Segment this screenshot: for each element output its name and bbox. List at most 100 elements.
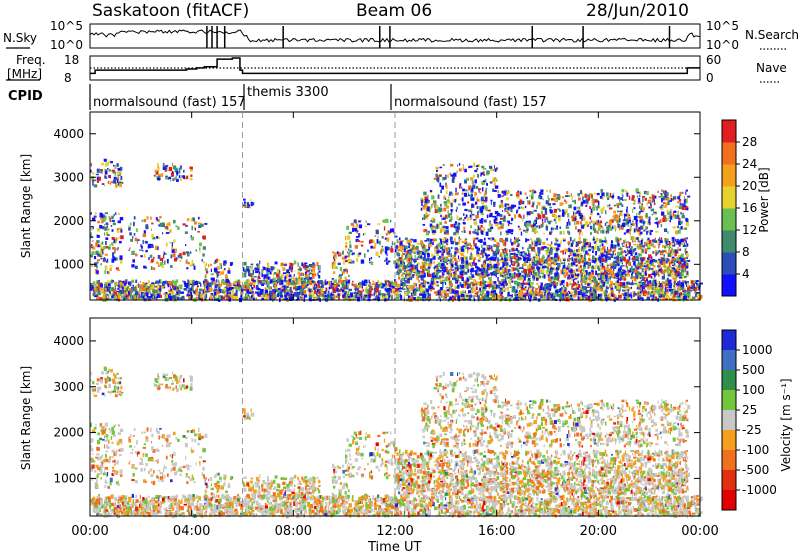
power-cell xyxy=(320,284,324,288)
power-cell xyxy=(91,176,94,180)
freq-unit-label: [MHz] xyxy=(7,67,42,81)
power-cell xyxy=(675,282,678,286)
power-cell xyxy=(224,292,227,296)
power-cell xyxy=(176,171,179,175)
power-cell xyxy=(507,280,512,284)
power-cell xyxy=(204,297,207,300)
power-cell xyxy=(673,295,675,299)
power-cell xyxy=(540,294,543,299)
power-cell xyxy=(680,282,685,287)
power-cell xyxy=(108,169,110,172)
power-cell xyxy=(246,286,248,291)
power-cell xyxy=(473,278,476,284)
power-cell xyxy=(334,256,338,260)
power-cell xyxy=(439,291,442,296)
power-cell xyxy=(378,293,383,296)
power-cell xyxy=(495,284,498,289)
power-cell xyxy=(506,296,509,299)
power-cell xyxy=(104,253,109,256)
power-cell xyxy=(537,292,540,297)
power-cell xyxy=(543,291,546,297)
power-cell xyxy=(347,252,351,257)
power-cell xyxy=(639,292,641,296)
power-cell xyxy=(150,293,153,299)
power-cell xyxy=(293,260,297,265)
power-cell xyxy=(110,292,113,296)
power-cell xyxy=(639,294,641,298)
power-cell xyxy=(694,297,696,301)
power-cell xyxy=(641,297,644,301)
power-cell xyxy=(250,292,253,294)
power-cell xyxy=(608,293,611,298)
power-cell xyxy=(166,258,169,264)
power-cell xyxy=(458,297,460,302)
power-cell xyxy=(652,293,655,298)
power-cell xyxy=(107,287,111,291)
power-cell xyxy=(579,296,582,301)
power-cell xyxy=(134,237,138,242)
power-cell xyxy=(613,297,616,300)
power-cell xyxy=(436,281,439,284)
power-cell xyxy=(465,296,469,299)
power-cell xyxy=(155,217,158,220)
power-cell xyxy=(332,285,335,290)
power-cell xyxy=(147,243,151,249)
power-cell xyxy=(221,289,223,294)
power-cell xyxy=(588,289,590,293)
power-cell xyxy=(270,266,273,268)
power-cell xyxy=(177,287,179,291)
power-cell xyxy=(593,287,597,290)
power-cell xyxy=(90,162,92,167)
power-cell xyxy=(403,297,405,302)
power-cell xyxy=(107,180,110,184)
power-cell xyxy=(112,293,116,298)
power-cell xyxy=(565,296,569,302)
power-cell xyxy=(119,217,124,221)
power-cell xyxy=(659,296,662,300)
power-cell xyxy=(205,270,209,274)
power-cell xyxy=(653,285,656,290)
power-cell xyxy=(97,284,100,287)
power-cell xyxy=(345,290,347,294)
power-cell xyxy=(639,286,641,290)
power-cell xyxy=(227,293,231,296)
power-cell xyxy=(301,272,304,277)
power-cell xyxy=(217,259,220,262)
power-cell xyxy=(427,281,429,284)
power-cell xyxy=(546,266,549,270)
power-cell xyxy=(247,293,249,297)
power-cell xyxy=(117,247,119,249)
power-cell xyxy=(188,295,191,300)
power-cell xyxy=(650,294,652,298)
power-cell xyxy=(550,292,553,295)
power-cell xyxy=(546,287,550,291)
power-cell xyxy=(188,284,190,288)
power-cell xyxy=(303,290,307,294)
power-cell xyxy=(198,216,200,220)
power-cell xyxy=(136,228,138,232)
power-cell xyxy=(615,295,617,299)
power-cell xyxy=(280,294,283,298)
power-cell xyxy=(428,285,432,290)
power-cell xyxy=(415,283,417,287)
power-cell xyxy=(128,249,130,251)
power-cell xyxy=(110,225,113,227)
power-cell xyxy=(572,287,575,290)
power-cell xyxy=(342,250,344,255)
station-title: Saskatoon (fitACF) xyxy=(92,1,249,21)
power-cell xyxy=(224,268,226,270)
power-cell xyxy=(173,257,177,262)
power-cell xyxy=(154,169,158,172)
power-cell xyxy=(233,286,237,290)
power-cell xyxy=(529,291,532,295)
power-cell xyxy=(600,293,603,297)
power-cell xyxy=(517,263,520,267)
power-cell xyxy=(218,295,220,299)
power-cell xyxy=(202,253,205,257)
power-cell xyxy=(626,281,630,285)
power-cell xyxy=(166,280,168,286)
power-cell xyxy=(391,228,395,233)
power-cell xyxy=(221,279,225,283)
power-cell xyxy=(482,280,486,286)
power-cell xyxy=(559,288,561,292)
